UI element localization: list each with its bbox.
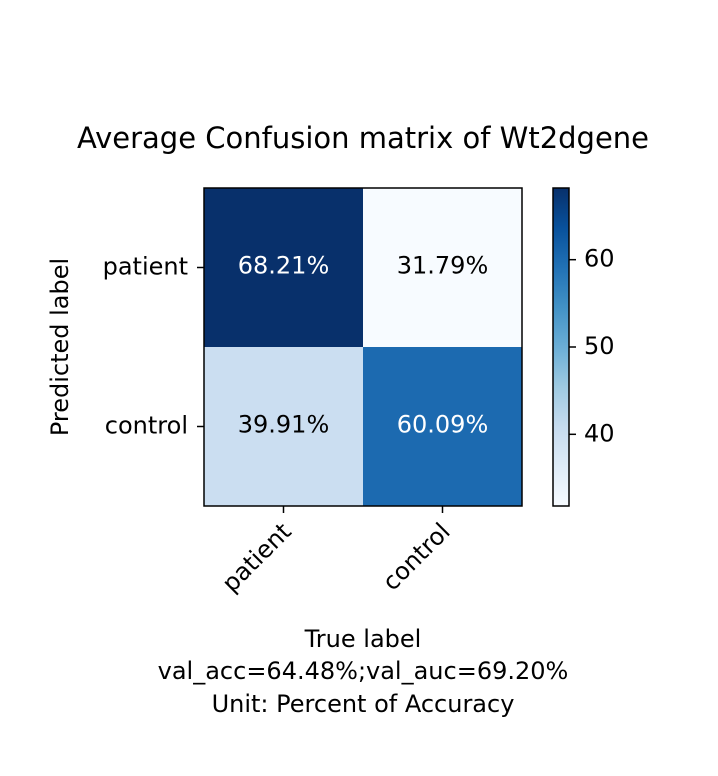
y-axis-label: Predicted label	[46, 258, 74, 436]
x-axis-ticks: patient control	[217, 506, 456, 598]
cell-value-label: 60.09%	[397, 411, 489, 439]
colorbar-tick-label: 50	[584, 332, 615, 360]
colorbar	[552, 187, 570, 507]
colorbar-tick-label: 60	[584, 245, 615, 273]
heatmap-cell	[363, 347, 522, 506]
x-axis-label: True label	[304, 625, 422, 653]
cell-value-label: 39.91%	[238, 411, 330, 439]
y-tick-label: patient	[103, 253, 188, 281]
y-tick-label: control	[105, 412, 188, 440]
heatmap-cell	[204, 188, 363, 347]
chart-title: Average Confusion matrix of Wt2dgene	[77, 121, 649, 155]
heatmap-cell	[363, 188, 522, 347]
matrix-frame	[203, 187, 523, 507]
cell-value-label: 68.21%	[238, 252, 330, 280]
x-tick-label: patient	[217, 517, 297, 597]
colorbar-ticks: 40 50 60	[569, 245, 615, 447]
validation-metrics: val_acc=64.48%;val_auc=69.20%	[158, 657, 569, 685]
colorbar-tick-label: 40	[584, 419, 615, 447]
cell-value-label: 31.79%	[397, 252, 489, 280]
unit-note: Unit: Percent of Accuracy	[212, 690, 515, 718]
heatmap-cells: 68.21% 31.79% 39.91% 60.09%	[204, 188, 522, 506]
heatmap-cell	[204, 347, 363, 506]
y-axis-ticks: patient control	[103, 253, 204, 440]
x-tick-label: control	[377, 517, 456, 596]
